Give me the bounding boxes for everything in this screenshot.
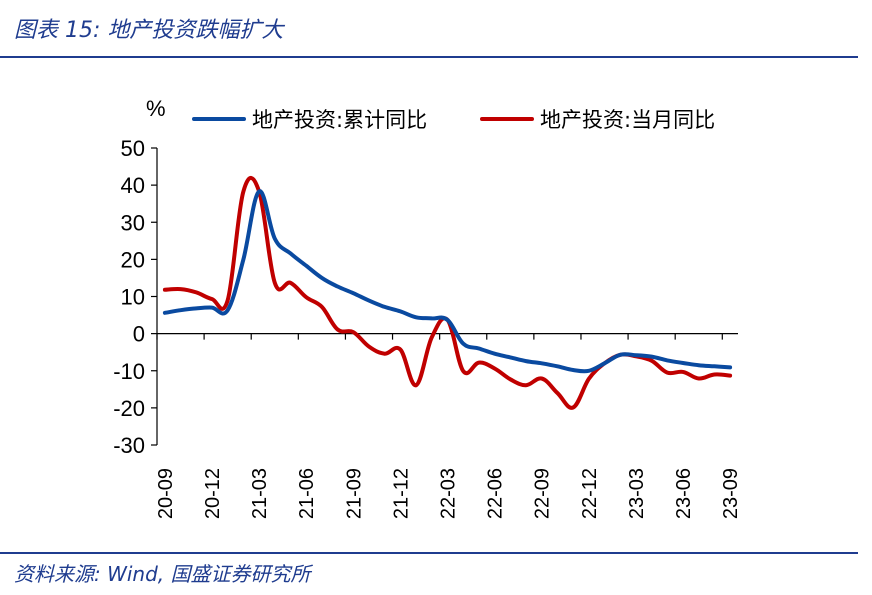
series-line-cumulative [162, 189, 733, 374]
y-tick-label: -20 [113, 396, 145, 421]
x-tick-label: 20-12 [202, 468, 224, 519]
legend-cumulative-label: 地产投资:累计同比 [252, 108, 427, 132]
series-line-monthly [162, 175, 733, 410]
y-tick-label: 30 [121, 210, 145, 235]
y-tick-label: 0 [133, 322, 145, 347]
x-tick-label: 22-12 [579, 468, 601, 519]
y-tick-label: 40 [121, 173, 145, 198]
y-tick-label: 10 [121, 285, 145, 310]
bottom-divider [0, 552, 858, 554]
top-divider [0, 56, 858, 58]
y-tick-label: -10 [113, 359, 145, 384]
x-tick-label: 23-03 [626, 468, 648, 519]
x-tick-label: 22-03 [438, 468, 460, 519]
figure-title: 图表 15: 地产投资跌幅扩大 [14, 18, 284, 43]
x-tick-label: 22-09 [532, 468, 554, 519]
x-tick-label: 22-06 [485, 468, 507, 519]
x-tick-label: 23-06 [673, 468, 695, 519]
x-tick-label: 21-12 [390, 468, 412, 519]
x-tick-label: 21-09 [343, 468, 365, 519]
source-note: 资料来源: Wind, 国盛证券研究所 [14, 562, 311, 586]
x-tick-label: 21-06 [296, 468, 318, 519]
y-unit-label: % [146, 96, 166, 121]
legend-monthly-label: 地产投资:当月同比 [540, 108, 715, 132]
x-tick-label: 23-09 [720, 468, 742, 519]
y-tick-label: 20 [121, 247, 145, 272]
y-tick-label: 50 [121, 136, 145, 161]
line-chart: 50 40 30 20 10 0 -10 -20 -30 20-09 20-12 21-03 21-06… [113, 96, 742, 519]
x-tick-label: 20-09 [155, 468, 177, 519]
x-tick-label: 21-03 [249, 468, 271, 519]
y-tick-label: -30 [113, 433, 145, 458]
